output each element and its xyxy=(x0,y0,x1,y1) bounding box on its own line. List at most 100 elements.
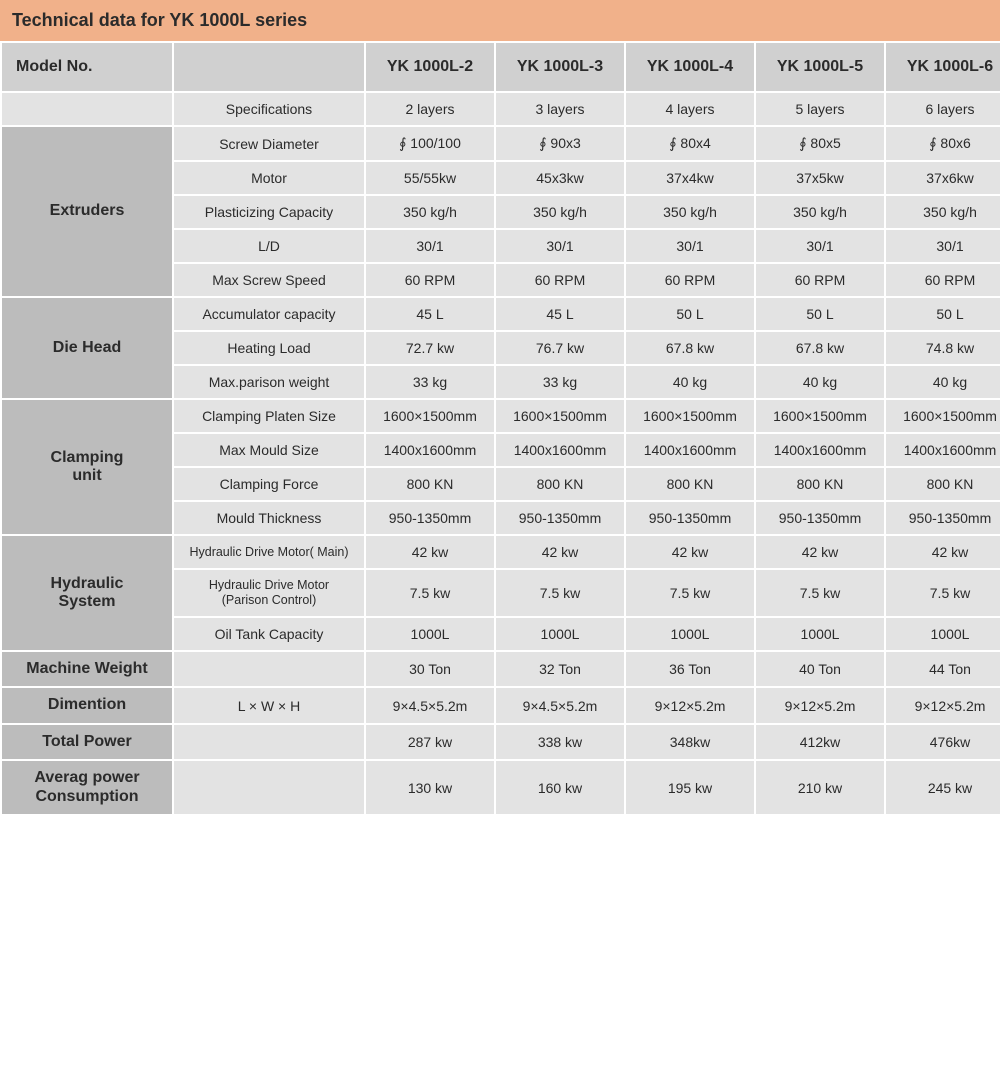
val-0-2-2: 350 kg/h xyxy=(626,196,754,228)
val-1-0-0: 45 L xyxy=(366,298,494,330)
val-0-3-4: 30/1 xyxy=(886,230,1000,262)
single-val-3-3: 210 kw xyxy=(756,761,884,814)
val-0-4-0: 60 RPM xyxy=(366,264,494,296)
val-2-0-3: 1600×1500mm xyxy=(756,400,884,432)
category-1: Die Head xyxy=(2,298,172,398)
spec-row-val-3: 5 layers xyxy=(756,93,884,125)
single-val-0-0: 30 Ton xyxy=(366,652,494,686)
single-val-0-1: 32 Ton xyxy=(496,652,624,686)
spec-row-val-1: 3 layers xyxy=(496,93,624,125)
val-2-3-1: 950-1350mm xyxy=(496,502,624,534)
spec-label-1-2: Max.parison weight xyxy=(174,366,364,398)
val-1-2-2: 40 kg xyxy=(626,366,754,398)
val-3-1-4: 7.5 kw xyxy=(886,570,1000,616)
val-0-1-2: 37x4kw xyxy=(626,162,754,194)
spec-label-0-2: Plasticizing Capacity xyxy=(174,196,364,228)
val-2-0-2: 1600×1500mm xyxy=(626,400,754,432)
val-0-4-1: 60 RPM xyxy=(496,264,624,296)
single-val-2-4: 476kw xyxy=(886,725,1000,759)
single-val-3-1: 160 kw xyxy=(496,761,624,814)
val-2-1-2: 1400x1600mm xyxy=(626,434,754,466)
val-3-2-3: 1000L xyxy=(756,618,884,650)
val-0-3-0: 30/1 xyxy=(366,230,494,262)
single-val-0-2: 36 Ton xyxy=(626,652,754,686)
val-0-3-1: 30/1 xyxy=(496,230,624,262)
single-val-1-1: 9×4.5×5.2m xyxy=(496,688,624,722)
val-1-2-3: 40 kg xyxy=(756,366,884,398)
single-val-3-2: 195 kw xyxy=(626,761,754,814)
val-2-1-4: 1400x1600mm xyxy=(886,434,1000,466)
single-cat-3: Averag powerConsumption xyxy=(2,761,172,814)
val-1-0-4: 50 L xyxy=(886,298,1000,330)
val-3-2-2: 1000L xyxy=(626,618,754,650)
category-3: HydraulicSystem xyxy=(2,536,172,650)
single-val-2-1: 338 kw xyxy=(496,725,624,759)
val-3-2-0: 1000L xyxy=(366,618,494,650)
val-1-0-3: 50 L xyxy=(756,298,884,330)
val-3-1-0: 7.5 kw xyxy=(366,570,494,616)
spec-label-3-1: Hydraulic Drive Motor(Parison Control) xyxy=(174,570,364,616)
val-1-1-1: 76.7 kw xyxy=(496,332,624,364)
val-2-3-4: 950-1350mm xyxy=(886,502,1000,534)
val-0-1-0: 55/55kw xyxy=(366,162,494,194)
val-0-3-2: 30/1 xyxy=(626,230,754,262)
single-val-2-3: 412kw xyxy=(756,725,884,759)
val-0-1-3: 37x5kw xyxy=(756,162,884,194)
val-0-0-3: ∮ 80x5 xyxy=(756,127,884,160)
val-2-0-1: 1600×1500mm xyxy=(496,400,624,432)
val-0-0-2: ∮ 80x4 xyxy=(626,127,754,160)
val-2-2-3: 800 KN xyxy=(756,468,884,500)
val-0-4-2: 60 RPM xyxy=(626,264,754,296)
val-0-1-1: 45x3kw xyxy=(496,162,624,194)
spec-table: Model No.YK 1000L-2YK 1000L-3YK 1000L-4Y… xyxy=(0,41,1000,816)
single-val-0-3: 40 Ton xyxy=(756,652,884,686)
spec-label-0-0: Screw Diameter xyxy=(174,127,364,160)
spec-label-1-1: Heating Load xyxy=(174,332,364,364)
val-0-2-1: 350 kg/h xyxy=(496,196,624,228)
val-2-0-0: 1600×1500mm xyxy=(366,400,494,432)
spec-row-lead xyxy=(2,93,172,125)
val-0-1-4: 37x6kw xyxy=(886,162,1000,194)
single-val-2-2: 348kw xyxy=(626,725,754,759)
header-model-no: Model No. xyxy=(2,43,172,91)
val-2-3-2: 950-1350mm xyxy=(626,502,754,534)
val-1-2-4: 40 kg xyxy=(886,366,1000,398)
val-2-2-1: 800 KN xyxy=(496,468,624,500)
single-val-1-3: 9×12×5.2m xyxy=(756,688,884,722)
val-0-2-0: 350 kg/h xyxy=(366,196,494,228)
spec-label-0-1: Motor xyxy=(174,162,364,194)
val-3-1-2: 7.5 kw xyxy=(626,570,754,616)
single-val-3-0: 130 kw xyxy=(366,761,494,814)
spec-label-2-0: Clamping Platen Size xyxy=(174,400,364,432)
single-spec-3 xyxy=(174,761,364,814)
category-0: Extruders xyxy=(2,127,172,296)
header-blank xyxy=(174,43,364,91)
title-bar: Technical data for YK 1000L series xyxy=(0,0,1000,41)
val-3-1-3: 7.5 kw xyxy=(756,570,884,616)
val-0-4-3: 60 RPM xyxy=(756,264,884,296)
val-3-0-0: 42 kw xyxy=(366,536,494,568)
spec-label-0-3: L/D xyxy=(174,230,364,262)
single-cat-2: Total Power xyxy=(2,725,172,759)
single-spec-0 xyxy=(174,652,364,686)
val-2-0-4: 1600×1500mm xyxy=(886,400,1000,432)
val-2-3-3: 950-1350mm xyxy=(756,502,884,534)
val-3-2-4: 1000L xyxy=(886,618,1000,650)
single-val-1-2: 9×12×5.2m xyxy=(626,688,754,722)
spec-label-2-2: Clamping Force xyxy=(174,468,364,500)
val-2-1-0: 1400x1600mm xyxy=(366,434,494,466)
val-3-0-4: 42 kw xyxy=(886,536,1000,568)
spec-label-3-0: Hydraulic Drive Motor( Main) xyxy=(174,536,364,568)
val-3-2-1: 1000L xyxy=(496,618,624,650)
val-3-0-2: 42 kw xyxy=(626,536,754,568)
val-2-2-4: 800 KN xyxy=(886,468,1000,500)
val-0-0-0: ∮ 100/100 xyxy=(366,127,494,160)
single-cat-1: Dimention xyxy=(2,688,172,722)
spec-row-val-2: 4 layers xyxy=(626,93,754,125)
val-2-1-1: 1400x1600mm xyxy=(496,434,624,466)
val-3-0-1: 42 kw xyxy=(496,536,624,568)
spec-row-val-0: 2 layers xyxy=(366,93,494,125)
single-val-0-4: 44 Ton xyxy=(886,652,1000,686)
val-0-0-4: ∮ 80x6 xyxy=(886,127,1000,160)
single-spec-2 xyxy=(174,725,364,759)
